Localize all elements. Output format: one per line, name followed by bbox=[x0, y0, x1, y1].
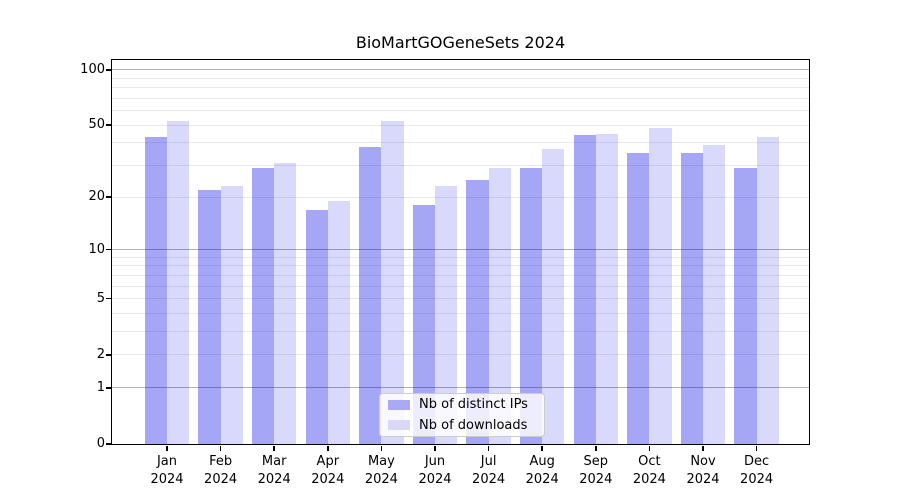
legend-label-downloads: Nb of downloads bbox=[419, 417, 528, 433]
x-axis-tick-label: Dec 2024 bbox=[740, 454, 774, 487]
x-axis-tick-mark bbox=[327, 445, 329, 451]
bar-distinct-ips-jan bbox=[144, 137, 167, 444]
gridline-minor bbox=[112, 124, 809, 126]
gridline-minor bbox=[112, 354, 809, 356]
bar-distinct-ips-aug bbox=[519, 168, 543, 444]
x-axis-tick-mark bbox=[595, 445, 597, 451]
legend-item-downloads: Nb of downloads bbox=[388, 417, 536, 435]
gridline-minor bbox=[112, 274, 809, 276]
y-axis-tick-mark bbox=[106, 297, 111, 300]
legend-label-distinct-ips: Nb of distinct IPs bbox=[419, 397, 528, 413]
gridline-minor bbox=[112, 256, 809, 258]
y-axis-tick-mark bbox=[106, 387, 111, 389]
gridline-minor bbox=[112, 165, 809, 167]
y-axis-tick-label: 20 bbox=[88, 189, 105, 205]
y-axis-tick-mark bbox=[106, 443, 111, 445]
y-axis-tick-label: 5 bbox=[96, 290, 105, 306]
bar-distinct-ips-sep bbox=[573, 135, 596, 444]
x-axis-tick-label: Apr 2024 bbox=[311, 454, 345, 487]
bar-distinct-ips-may bbox=[359, 146, 382, 444]
legend: Nb of distinct IPs Nb of downloads bbox=[379, 393, 545, 437]
gridline-minor bbox=[112, 265, 809, 267]
y-axis-tick-label: 100 bbox=[80, 61, 105, 77]
bar-distinct-ips-apr bbox=[305, 209, 328, 444]
bar-distinct-ips-dec bbox=[734, 168, 757, 444]
gridline-major bbox=[112, 69, 809, 71]
x-axis-tick-mark bbox=[487, 445, 490, 451]
gridline-minor bbox=[112, 285, 809, 287]
bar-downloads-may bbox=[381, 120, 404, 444]
x-axis-tick-mark bbox=[648, 445, 651, 451]
gridline-major bbox=[112, 387, 809, 389]
y-axis-tick-mark bbox=[106, 248, 111, 251]
y-axis-tick-mark bbox=[106, 124, 111, 126]
x-axis-tick-label: Aug 2024 bbox=[525, 454, 559, 487]
gridline-minor bbox=[112, 313, 809, 314]
chart-title: BioMartGOGeneSets 2024 bbox=[355, 33, 566, 52]
gridline-minor bbox=[112, 77, 809, 79]
bar-downloads-nov bbox=[703, 144, 726, 444]
bar-distinct-ips-jul bbox=[466, 179, 489, 444]
legend-item-distinct-ips: Nb of distinct IPs bbox=[388, 396, 536, 414]
bar-distinct-ips-jun bbox=[412, 205, 435, 444]
x-axis-tick-label: Sep 2024 bbox=[579, 454, 613, 487]
gridline-minor bbox=[112, 196, 809, 198]
y-axis-tick-label: 2 bbox=[96, 346, 105, 362]
x-axis-tick-label: May 2024 bbox=[364, 454, 398, 487]
y-axis-tick-mark bbox=[106, 354, 111, 356]
bar-distinct-ips-mar bbox=[251, 168, 275, 444]
y-axis-tick-label: 10 bbox=[88, 241, 105, 257]
bar-downloads-sep bbox=[595, 133, 619, 444]
bar-distinct-ips-feb bbox=[198, 189, 221, 444]
legend-swatch-downloads bbox=[388, 420, 410, 431]
x-axis-tick-mark bbox=[219, 445, 222, 451]
x-axis-tick-label: Nov 2024 bbox=[686, 454, 720, 487]
y-axis-tick-mark bbox=[106, 69, 111, 71]
y-axis-tick-label: 0 bbox=[96, 436, 105, 451]
bar-downloads-apr bbox=[327, 201, 351, 444]
x-axis-tick-mark bbox=[434, 445, 436, 451]
bar-downloads-feb bbox=[220, 186, 243, 444]
x-axis-tick-label: Oct 2024 bbox=[632, 454, 666, 487]
gridline-major bbox=[112, 249, 809, 251]
x-axis-tick-label: Jul 2024 bbox=[472, 454, 506, 487]
bar-downloads-jan bbox=[167, 120, 190, 444]
y-axis-tick-label: 1 bbox=[96, 379, 105, 395]
plot-area bbox=[112, 60, 809, 444]
y-axis-tick-mark bbox=[106, 196, 111, 198]
bar-distinct-ips-oct bbox=[627, 153, 650, 444]
y-axis-tick-label: 50 bbox=[88, 117, 105, 133]
gridline-minor bbox=[112, 298, 809, 300]
gridline-minor bbox=[112, 97, 809, 99]
x-axis-tick-mark bbox=[166, 445, 168, 451]
bar-downloads-mar bbox=[274, 163, 297, 444]
bar-downloads-oct bbox=[649, 128, 672, 444]
bar-downloads-dec bbox=[756, 137, 779, 444]
x-axis-tick-label: Jan 2024 bbox=[150, 454, 184, 487]
x-axis-tick-mark bbox=[755, 445, 758, 451]
bar-downloads-aug bbox=[542, 149, 565, 444]
x-axis-tick-mark bbox=[273, 445, 275, 451]
gridline-minor bbox=[112, 142, 809, 144]
bar-distinct-ips-nov bbox=[680, 153, 703, 444]
bar-downloads-jul bbox=[488, 168, 511, 444]
x-axis-tick-label: Feb 2024 bbox=[204, 454, 238, 487]
x-axis-tick-label: Jun 2024 bbox=[418, 454, 452, 487]
gridline-minor bbox=[112, 110, 809, 112]
x-axis-tick-label: Mar 2024 bbox=[257, 454, 291, 487]
gridline-minor bbox=[112, 331, 809, 333]
x-axis-tick-mark bbox=[702, 445, 704, 451]
bar-downloads-jun bbox=[435, 186, 458, 444]
x-axis-tick-mark bbox=[541, 445, 543, 451]
gridline-minor bbox=[112, 87, 809, 89]
x-axis-tick-mark bbox=[380, 445, 383, 451]
legend-swatch-distinct-ips bbox=[388, 399, 410, 410]
